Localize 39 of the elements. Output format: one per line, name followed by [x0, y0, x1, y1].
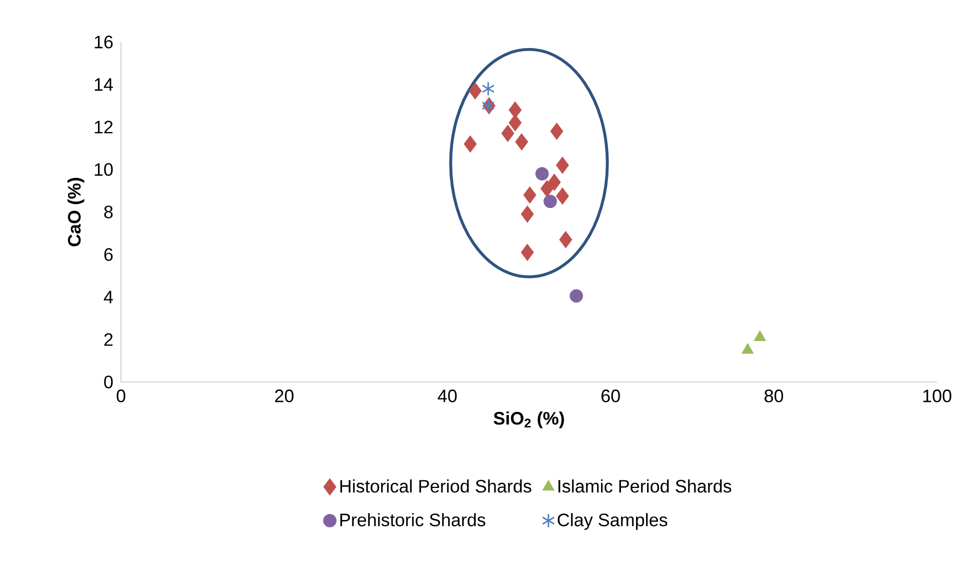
x-tick-label: 60 [602, 390, 620, 402]
x-tick-label: 80 [764, 390, 784, 402]
point [556, 188, 569, 205]
legend-label: Prehistoric Shards [340, 513, 486, 526]
point [508, 114, 522, 132]
point [520, 206, 534, 223]
point [523, 186, 536, 204]
point [501, 124, 514, 142]
y-tick-label: 6 [104, 248, 113, 261]
x-tick-label: 40 [438, 390, 457, 402]
point [570, 289, 584, 303]
y-tick-label: 4 [104, 290, 113, 304]
x-tick-label: 100 [923, 390, 952, 402]
legend-label: Clay Samples [558, 513, 668, 530]
point [540, 180, 554, 198]
x-axis-title: SiO$_{2}$ (%) [494, 411, 564, 428]
point [468, 82, 482, 100]
legend-label: Historical Period Shards [340, 479, 532, 493]
point [482, 81, 495, 96]
point [559, 231, 572, 248]
point [544, 194, 557, 208]
y-axis-title: CaO (%) [67, 178, 84, 246]
point [548, 174, 561, 191]
point [464, 135, 477, 153]
point [535, 167, 549, 180]
y-tick-label: 2 [104, 333, 113, 346]
point [550, 122, 564, 140]
x-tick-label: 0 [116, 390, 126, 402]
y-tick-label: 10 [94, 163, 113, 176]
legend-label: Islamic Period Shards [558, 479, 732, 493]
y-tick-label: 12 [94, 120, 113, 134]
point [520, 244, 534, 261]
y-tick-label: 8 [104, 206, 113, 218]
point [515, 133, 528, 150]
y-tick-label: 16 [94, 36, 113, 48]
x-tick-label: 20 [275, 390, 294, 402]
y-tick-label: 0 [104, 376, 113, 388]
y-tick-label: 14 [94, 78, 113, 91]
point [556, 156, 569, 174]
